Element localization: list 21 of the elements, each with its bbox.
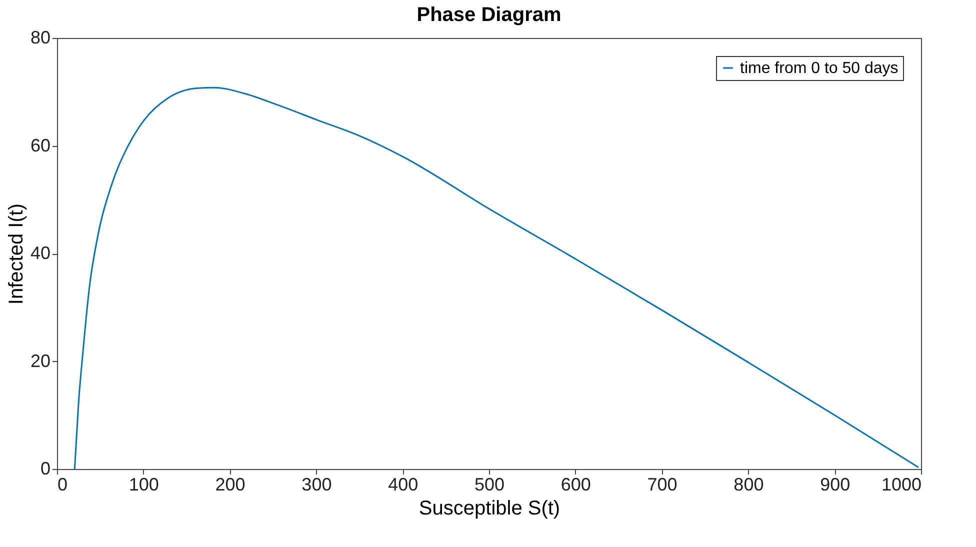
x-tick-label: 900 xyxy=(820,474,850,494)
legend-label: time from 0 to 50 days xyxy=(740,60,898,77)
x-tick-label: 400 xyxy=(388,474,418,494)
x-tick-label: 1000 xyxy=(881,474,922,494)
x-tick-label: 800 xyxy=(734,474,764,494)
x-tick-label: 700 xyxy=(647,474,678,494)
x-axis-title: Susceptible S(t) xyxy=(418,498,560,520)
y-tick-label: 60 xyxy=(30,135,50,156)
x-tick-label: 500 xyxy=(474,474,505,494)
x-tick-label: 600 xyxy=(560,474,591,494)
x-tick-label: 300 xyxy=(302,474,332,494)
y-tick-label: 20 xyxy=(30,350,50,371)
chart-title: Phase Diagram xyxy=(416,4,562,26)
x-tick-label: 100 xyxy=(128,474,159,494)
y-axis-title: Infected I(t) xyxy=(5,203,28,305)
y-tick-label: 40 xyxy=(30,243,50,263)
x-tick-label: 200 xyxy=(215,474,246,494)
y-tick-label: 0 xyxy=(40,458,50,478)
line-series xyxy=(74,86,920,470)
y-tick-label: 80 xyxy=(30,28,50,48)
x-tick-label: 0 xyxy=(58,474,68,494)
